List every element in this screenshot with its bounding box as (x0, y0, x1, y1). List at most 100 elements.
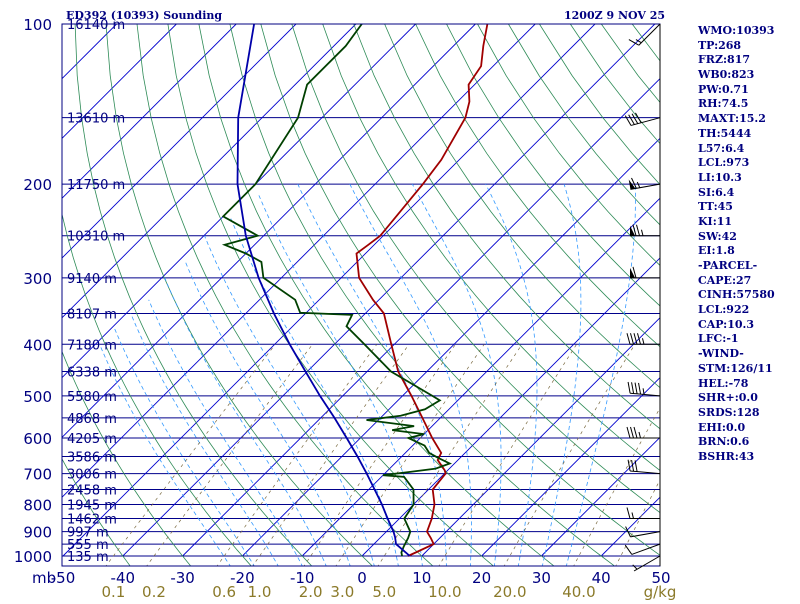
mixing-ratio-label: 40.0 (562, 583, 595, 600)
index-row: WMO:10393 (698, 24, 798, 39)
moist-adiabat (149, 300, 303, 568)
wind-barbs (625, 24, 660, 571)
wind-barb-full (639, 383, 641, 394)
height-label: 7180 m (67, 338, 117, 353)
isotherm-line (242, 24, 774, 556)
wind-barb-full (635, 460, 637, 471)
index-row: KI:11 (698, 215, 798, 230)
height-label: 4205 m (67, 432, 117, 447)
index-row: CINH:57580 (698, 288, 798, 303)
index-row: RH:74.5 (698, 97, 798, 112)
height-label: 10310 m (67, 230, 125, 245)
temp-tick-label: 0 (357, 569, 367, 587)
wind-barb (627, 427, 660, 438)
mixing-ratio-line (252, 344, 409, 567)
valid-time: 1200Z 9 NOV 25 (564, 9, 665, 22)
index-row: SI:6.4 (698, 186, 798, 201)
height-label: 3586 m (67, 450, 117, 465)
pressure-tick-label: 1000 (14, 548, 52, 566)
moist-adiabat (566, 184, 636, 567)
wind-barb-full (637, 225, 640, 236)
station-title: ED392 (10393) Sounding (66, 9, 222, 22)
grid-layer (0, 24, 800, 567)
index-row: LCL:973 (698, 156, 798, 171)
pressure-tick-label: 900 (23, 524, 52, 542)
index-row: LCL:922 (698, 303, 798, 318)
index-row: TT:45 (698, 200, 798, 215)
mixing-ratio-label: 10.0 (428, 583, 461, 600)
moist-adiabat (486, 184, 537, 567)
pressure-tick-label: 700 (23, 466, 52, 484)
wind-barb-staff (630, 532, 660, 537)
wind-barb (625, 544, 660, 554)
wind-barb-full (631, 427, 634, 438)
parcel-profile (238, 24, 410, 556)
height-label: 3006 m (67, 468, 117, 483)
wind-barb-half (643, 388, 644, 394)
index-row: FRZ:817 (698, 53, 798, 68)
index-row: EHI:0.0 (698, 421, 798, 436)
index-row: CAPE:27 (698, 274, 798, 289)
pressure-tick-label: 600 (23, 430, 52, 448)
index-row: TH:5444 (698, 127, 798, 142)
index-row: BRN:0.6 (698, 435, 798, 450)
mixing-ratio-label: 3.0 (330, 583, 354, 600)
wind-barb-half (637, 182, 640, 188)
moist-adiabat (185, 262, 350, 567)
wind-barb-full (632, 382, 634, 393)
index-row: LFC:-1 (698, 332, 798, 347)
index-row: L57:6.4 (698, 142, 798, 157)
mixing-ratio-line (146, 344, 313, 567)
wind-barb-half (633, 565, 637, 569)
wind-barb-full (625, 545, 632, 554)
wind-barb-full (627, 333, 630, 344)
height-label: 997 m (67, 526, 109, 541)
height-label: 5580 m (67, 390, 117, 405)
wind-barb-half (639, 432, 641, 438)
temp-tick-label: 20 (472, 569, 491, 587)
mixing-ratio-label: 0.2 (142, 583, 166, 600)
isotherm-line (183, 24, 715, 556)
moist-adiabat (114, 326, 255, 567)
height-label: 9140 m (67, 272, 117, 287)
mixing-ratio-line (573, 344, 697, 567)
mixing-ratio-line (216, 344, 377, 567)
index-row: SRDS:128 (698, 406, 798, 421)
mixing-ratio-line (438, 344, 576, 567)
moist-adiabat (205, 236, 375, 568)
mixing-ratio-label: 1.0 (248, 583, 272, 600)
index-row: SHR+:0.0 (698, 391, 798, 406)
index-row: LI:10.3 (698, 171, 798, 186)
wind-barb-full (627, 507, 630, 518)
index-row: WB0:823 (698, 68, 798, 83)
index-row: SW:42 (698, 230, 798, 245)
isotherm-line (63, 24, 595, 556)
index-row: STM:126/11 (698, 362, 798, 377)
height-label: 6338 m (67, 366, 117, 381)
index-row: HEL:-78 (698, 377, 798, 392)
index-row: PW:0.71 (698, 83, 798, 98)
pressure-tick-label: 300 (23, 270, 52, 288)
wind-barb (630, 225, 660, 236)
temp-tick-label: 30 (532, 569, 551, 587)
mixing-ratio-label: 2.0 (299, 583, 323, 600)
index-row: -PARCEL- (698, 259, 798, 274)
wind-barb-half (642, 230, 644, 236)
index-row: TP:268 (698, 39, 798, 54)
index-row: -WIND- (698, 347, 798, 362)
mixing-ratio-label: 0.1 (101, 583, 125, 600)
mixing-ratio-label: 20.0 (493, 583, 526, 600)
pressure-tick-label: 800 (23, 496, 52, 514)
moist-adiabat (412, 184, 501, 567)
height-label: 4868 m (67, 412, 117, 427)
wind-barb-full (631, 333, 634, 344)
height-label: 13610 m (67, 112, 125, 127)
height-label: 1945 m (67, 498, 117, 513)
index-row: BSHR:43 (698, 450, 798, 465)
height-label: 2458 m (67, 484, 117, 499)
mixing-ratio-line (105, 344, 275, 567)
wind-barb-half (632, 512, 634, 518)
